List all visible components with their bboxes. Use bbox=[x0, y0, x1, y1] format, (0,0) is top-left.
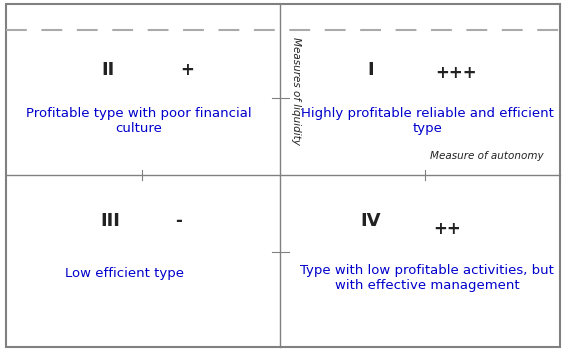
Text: I: I bbox=[367, 61, 374, 79]
Text: Low efficient type: Low efficient type bbox=[65, 266, 184, 280]
Text: Highly profitable reliable and efficient
type: Highly profitable reliable and efficient… bbox=[301, 107, 554, 135]
Text: Measure of autonomy: Measure of autonomy bbox=[430, 151, 543, 161]
Text: -: - bbox=[175, 211, 182, 230]
Text: IV: IV bbox=[361, 211, 381, 230]
Text: Profitable type with poor financial
culture: Profitable type with poor financial cult… bbox=[26, 107, 251, 135]
Text: ++: ++ bbox=[433, 220, 461, 238]
Text: +: + bbox=[180, 61, 194, 79]
Text: III: III bbox=[100, 211, 121, 230]
Text: II: II bbox=[101, 61, 114, 79]
Text: Type with low profitable activities, but
with effective management: Type with low profitable activities, but… bbox=[301, 264, 554, 292]
Text: Measures of liquidity: Measures of liquidity bbox=[291, 37, 302, 145]
Text: +++: +++ bbox=[435, 64, 477, 83]
